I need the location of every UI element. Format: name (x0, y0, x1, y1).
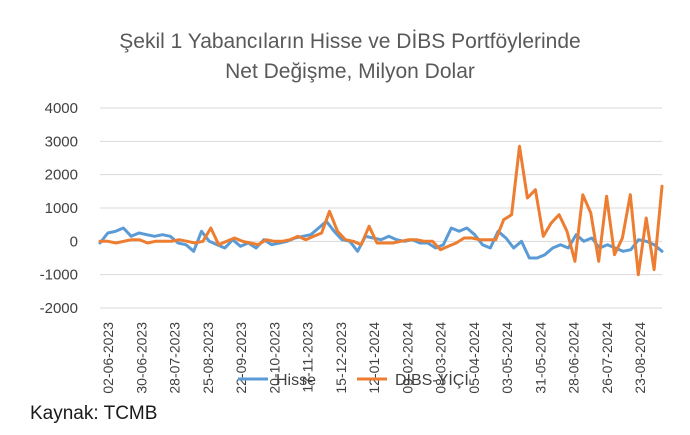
chart-title: Şekil 1 Yabancıların Hisse ve DİBS Portf… (119, 30, 580, 83)
chart-title-line-1: Şekil 1 Yabancıların Hisse ve DİBS Portf… (119, 30, 580, 53)
x-tick-label: 28-07-2023 (167, 322, 183, 394)
series-lines (98, 144, 664, 277)
x-tick-label: 05-04-2024 (466, 322, 482, 394)
y-tick-label: 1000 (45, 200, 78, 217)
x-tick-label: 31-05-2024 (532, 322, 548, 394)
y-tick-label: -2000 (40, 300, 78, 317)
x-tick-label: 23-08-2024 (632, 322, 648, 394)
x-tick-label: 08-03-2024 (433, 322, 449, 394)
y-tick-label: 4000 (45, 100, 78, 117)
series-line-1 (98, 144, 664, 277)
x-tick-label: 03-05-2024 (499, 322, 515, 394)
x-tick-label: 28-06-2024 (566, 322, 582, 394)
series-line-0 (98, 219, 664, 260)
y-tick-label: 0 (70, 233, 78, 250)
x-tick-label: 22-09-2023 (233, 322, 249, 394)
y-tick-label: -1000 (40, 267, 78, 284)
legend-label-1: DİBS-YİÇİ (395, 370, 469, 389)
x-tick-label: 20-10-2023 (266, 322, 282, 394)
y-axis: 4000 3000 2000 1000 0 -1000 -2000 (40, 100, 78, 317)
grid-lines (100, 107, 662, 309)
chart-title-line-2: Net Değişme, Milyon Dolar (225, 60, 475, 83)
x-tick-label: 25-08-2023 (200, 322, 216, 394)
y-tick-label: 3000 (45, 133, 78, 150)
x-tick-label: 09-02-2024 (399, 322, 415, 394)
legend-label-0: Hisse (276, 372, 316, 389)
x-tick-label: 30-06-2023 (133, 322, 149, 394)
x-tick-label: 26-07-2024 (599, 322, 615, 394)
legend: Hisse DİBS-YİÇİ (238, 370, 469, 389)
y-tick-label: 2000 (45, 167, 78, 184)
source-note: Kaynak: TCMB (30, 403, 158, 424)
x-tick-label: 17-11-2023 (300, 322, 316, 393)
x-axis: 02-06-2023 30-06-2023 28-07-2023 25-08-2023… (100, 322, 648, 394)
chart: Şekil 1 Yabancıların Hisse ve DİBS Portf… (40, 30, 664, 394)
x-tick-label: 15-12-2023 (333, 322, 349, 394)
x-tick-label: 12-01-2024 (366, 322, 382, 394)
x-tick-label: 02-06-2023 (100, 322, 116, 394)
